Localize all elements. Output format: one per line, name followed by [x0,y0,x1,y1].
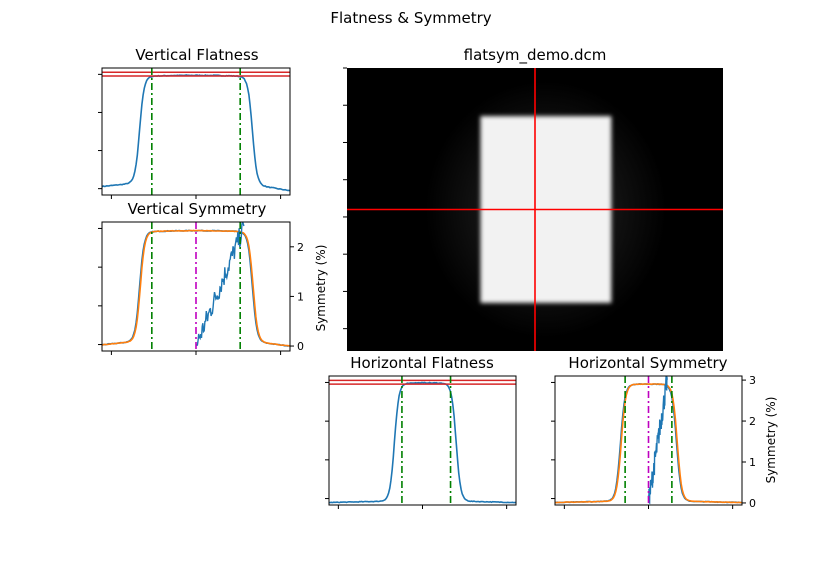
horizontal-flatness-title: Horizontal Flatness [350,354,494,372]
horizontal-symmetry-plot-area [555,376,742,505]
vertical-flatness-title: Vertical Flatness [135,46,258,64]
horizontal-symmetry-panel: Horizontal Symmetry Symmetry (%) 0 1 2 3 [551,354,778,510]
vertical-flatness-plot-area [102,68,290,195]
vertical-flatness-frame [101,67,291,196]
horizontal-flatness-plot-area [329,376,516,505]
figure-title: Flatness & Symmetry [330,9,491,27]
horizontal-symmetry-ylabel: Symmetry (%) [764,397,778,484]
vertical-symmetry-plot-area [102,222,290,351]
horizontal-symmetry-right-tick-label: 3 [749,374,756,387]
horizontal-symmetry-right-tick-label: 1 [749,456,756,469]
horizontal-symmetry-right-tick-label: 2 [749,415,756,428]
vertical-symmetry-panel: Vertical Symmetry Symmetry (%) 0 1 2 [98,200,328,355]
vertical-symmetry-right-tick-label: 2 [297,241,304,254]
vertical-symmetry-symmetry-line [195,222,245,346]
vertical-flatness-profile-line [102,74,290,192]
image-panel: flatsym_demo.dcm [343,46,723,351]
image-title: flatsym_demo.dcm [464,46,607,65]
horizontal-symmetry-right-tick-label: 0 [749,497,756,510]
horizontal-symmetry-mirror-line [555,383,742,504]
vertical-symmetry-ylabel: Symmetry (%) [314,245,328,332]
vertical-symmetry-mirror-line [102,229,290,347]
horizontal-flatness-frame [328,375,517,506]
horizontal-flatness-panel: Horizontal Flatness [325,354,517,509]
horizontal-flatness-profile-line [329,381,516,504]
horizontal-symmetry-title: Horizontal Symmetry [568,354,727,372]
vertical-symmetry-right-tick-label: 1 [297,290,304,303]
vertical-symmetry-right-tick-label: 0 [297,340,304,353]
horizontal-symmetry-symmetry-line [647,376,668,505]
vertical-symmetry-title: Vertical Symmetry [128,200,267,218]
vertical-flatness-panel: Vertical Flatness [98,46,291,199]
